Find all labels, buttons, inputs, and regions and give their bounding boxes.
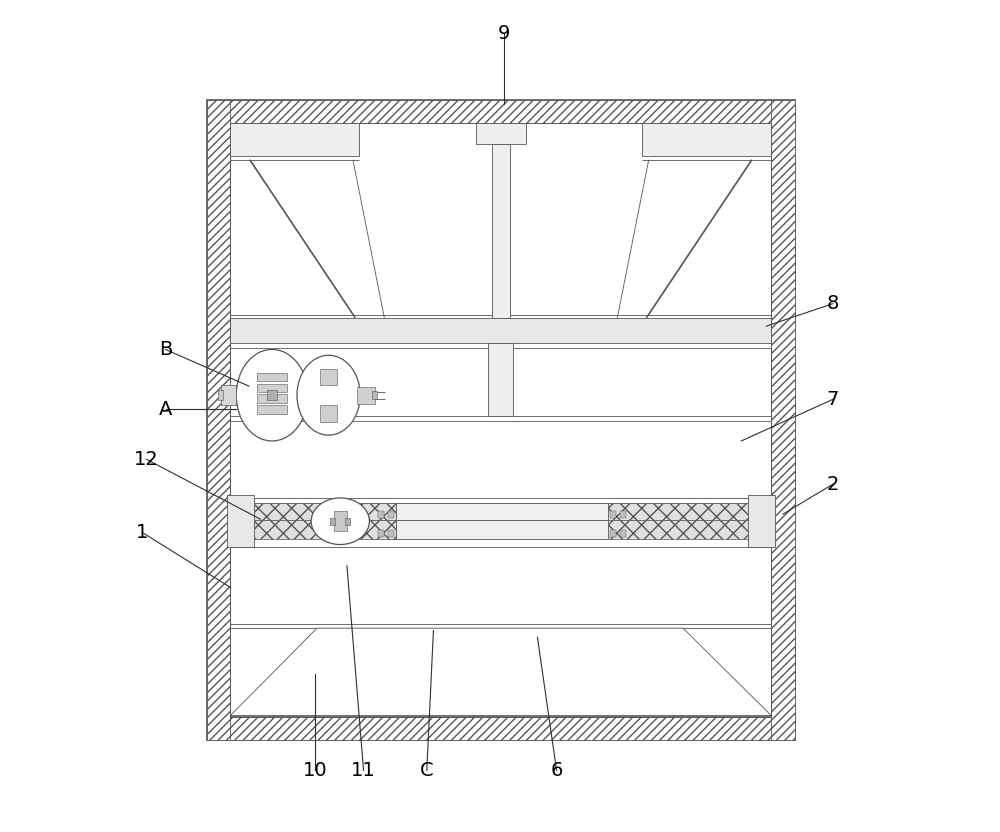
Text: 11: 11 [351, 761, 376, 780]
Bar [320, 405, 337, 422]
Bar [620, 530, 626, 537]
Bar [372, 391, 377, 399]
Bar [218, 390, 223, 400]
Bar [257, 384, 287, 392]
Bar [230, 318, 771, 343]
Bar [207, 100, 230, 740]
Bar [207, 717, 795, 740]
Bar [230, 123, 771, 717]
Bar [334, 511, 347, 532]
Text: 2: 2 [827, 475, 839, 493]
Text: A: A [159, 400, 172, 418]
Text: C: C [420, 761, 434, 780]
Text: 10: 10 [303, 761, 328, 780]
Bar [207, 100, 795, 740]
Bar [245, 503, 396, 520]
Text: 9: 9 [498, 24, 510, 42]
Bar [227, 495, 254, 547]
Bar [378, 530, 384, 537]
Bar [476, 123, 526, 144]
Bar [488, 343, 513, 416]
Bar [230, 123, 359, 156]
Bar [378, 511, 384, 518]
Bar [357, 387, 375, 404]
Bar [748, 495, 775, 547]
Bar [620, 511, 626, 518]
Text: 1: 1 [136, 523, 148, 542]
Bar [388, 511, 394, 518]
Bar [257, 373, 287, 381]
Bar [221, 385, 236, 405]
Ellipse shape [236, 349, 308, 441]
Bar [610, 530, 616, 537]
Polygon shape [230, 628, 771, 716]
Bar [345, 518, 350, 525]
Bar [642, 123, 771, 156]
Bar [257, 405, 287, 414]
Bar [608, 520, 756, 539]
Bar [396, 520, 608, 539]
Bar [257, 394, 287, 403]
Bar [207, 100, 795, 123]
Ellipse shape [297, 355, 360, 435]
Text: 6: 6 [550, 761, 563, 780]
Bar [610, 511, 616, 518]
Text: 7: 7 [827, 390, 839, 409]
Bar [267, 390, 277, 400]
Bar [330, 518, 335, 525]
Bar [388, 530, 394, 537]
Bar [245, 520, 396, 539]
Text: 12: 12 [134, 450, 159, 468]
Bar [230, 416, 771, 503]
Ellipse shape [311, 498, 369, 544]
Bar [492, 144, 510, 318]
Bar [396, 503, 608, 520]
Bar [320, 369, 337, 385]
Bar [608, 503, 756, 520]
Text: B: B [159, 340, 172, 359]
Text: 8: 8 [827, 295, 839, 313]
Bar [230, 547, 771, 628]
Bar [771, 100, 795, 740]
